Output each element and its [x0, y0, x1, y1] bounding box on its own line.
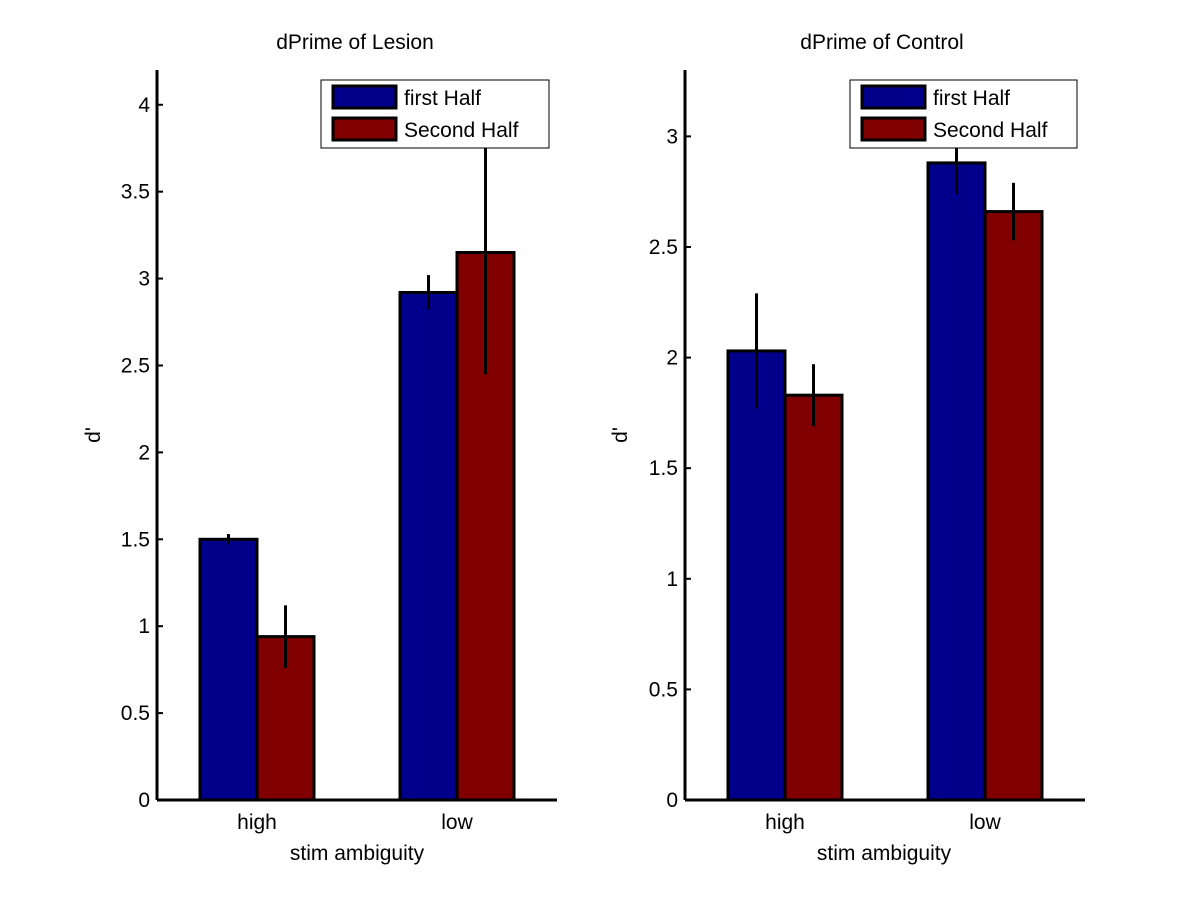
y-tick-label: 3 [666, 125, 678, 148]
y-tick-label: 4 [138, 94, 150, 117]
y-tick-label: 1 [666, 568, 678, 591]
bar-first-half-high [198, 537, 259, 802]
legend-swatch [331, 116, 398, 142]
y-tick-label: 2.5 [649, 236, 678, 259]
bar-second-half-high [783, 393, 844, 802]
y-tick-label: 0 [666, 789, 678, 812]
bar-first-half-low [926, 161, 987, 802]
y-tick-label: 1.5 [649, 457, 678, 480]
legend-label: Second Half [404, 119, 519, 142]
bar-first-half-high [726, 349, 787, 802]
y-tick-label: 0.5 [649, 678, 678, 701]
legend-label: first Half [933, 87, 1010, 110]
y-tick-label: 1.5 [121, 528, 150, 551]
legend-label: first Half [404, 87, 481, 110]
x-tick-label: low [441, 811, 473, 834]
x-tick-label: high [237, 811, 277, 834]
x-axis-label: stim ambiguity [817, 842, 952, 865]
y-tick-label: 0.5 [121, 702, 150, 725]
y-tick-label: 2 [666, 347, 678, 370]
y-tick-label: 3.5 [121, 181, 150, 204]
legend-label: Second Half [933, 119, 1048, 142]
y-tick-label: 2 [138, 441, 150, 464]
chart-title: dPrime of Control [800, 31, 963, 54]
y-tick-label: 3 [138, 268, 150, 291]
legend-swatch [860, 116, 927, 142]
panel-control: dPrime of Control stim ambiguity d' 0 0.5… [609, 31, 1085, 865]
legend: first Half Second Half [320, 79, 550, 149]
legend-swatch [331, 84, 398, 110]
y-tick-label: 2.5 [121, 354, 150, 377]
y-axis-label: d' [82, 427, 105, 443]
x-tick-label: low [969, 811, 1001, 834]
bar-second-half-low [983, 210, 1044, 802]
legend: first Half Second Half [849, 79, 1078, 149]
panel-lesion: dPrime of Lesion stim ambiguity d' 0 0.5 1… [82, 31, 557, 865]
y-tick-label: 0 [138, 789, 150, 812]
bar-first-half-low [398, 290, 459, 802]
y-tick-label: 1 [138, 615, 150, 638]
chart-title: dPrime of Lesion [276, 31, 434, 54]
x-tick-label: high [765, 811, 805, 834]
legend-swatch [860, 84, 927, 110]
x-axis-label: stim ambiguity [290, 842, 425, 865]
y-axis-label: d' [609, 427, 632, 443]
